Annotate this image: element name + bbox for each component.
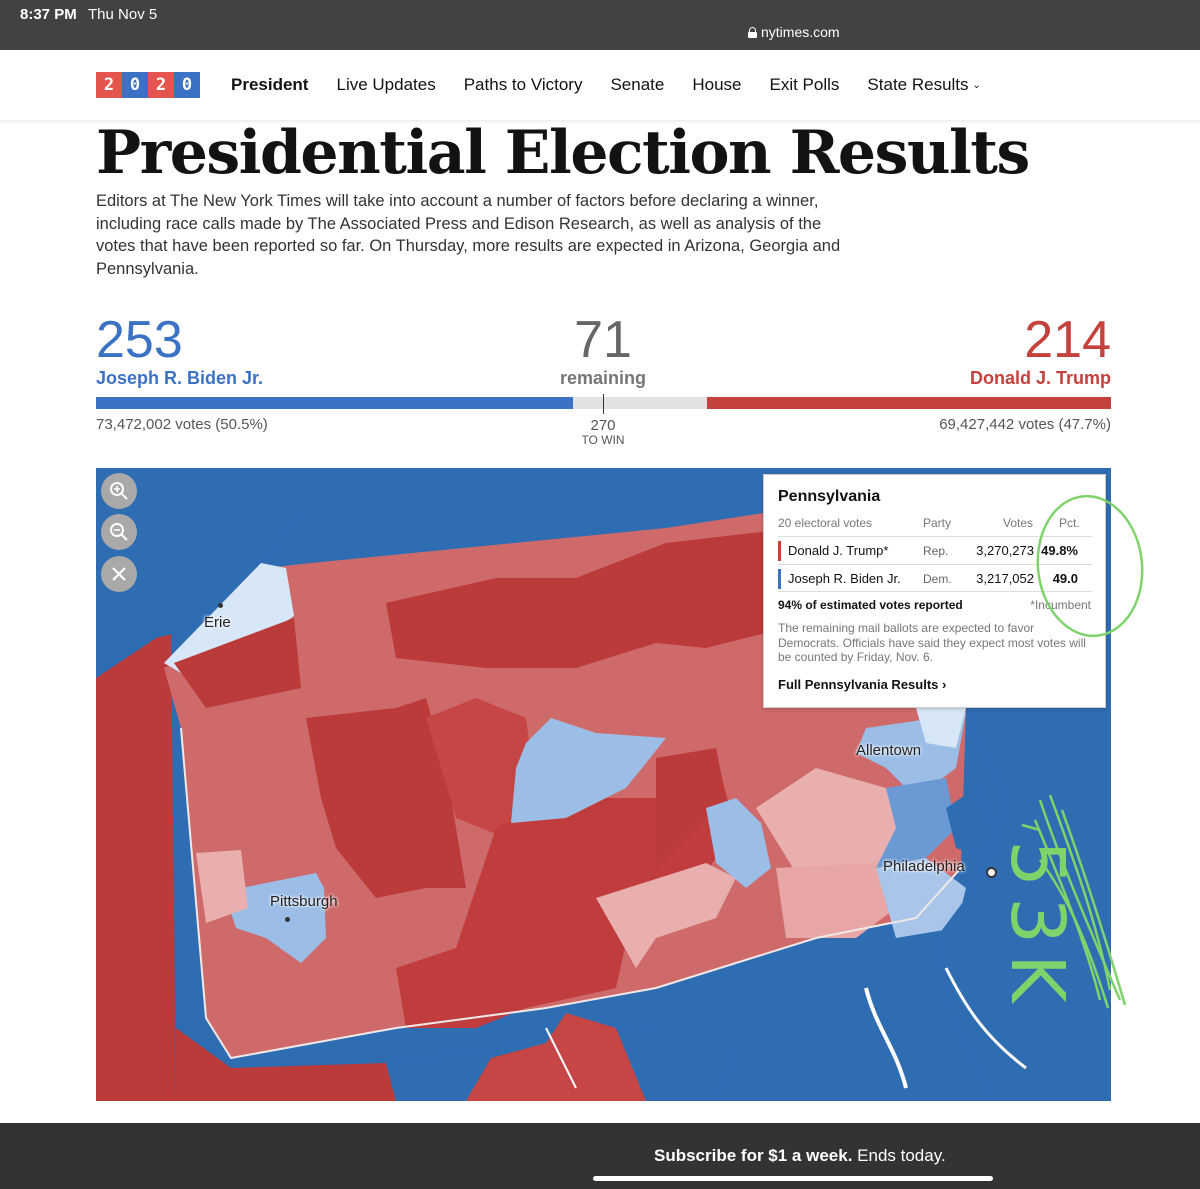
candidate-pct: 49.0 [1052,571,1078,586]
close-icon [112,567,126,581]
biden-name: Joseph R. Biden Jr. [96,368,264,388]
nav-link-senate[interactable]: Senate [610,75,665,94]
nav-link-paths-to-victory[interactable]: Paths to Victory [463,75,583,94]
candidate-votes: 3,270,273 [976,543,1034,558]
address-bar[interactable]: nytimes.com [748,24,840,40]
zoom-in-icon [110,482,128,500]
to-win-number: 270 [590,417,616,434]
home-indicator[interactable] [593,1176,993,1181]
tooltip-state-name: Pennsylvania [778,488,881,505]
candidate-pct: 49.8% [1041,543,1078,558]
trump-bar-segment [707,397,1111,409]
full-results-link[interactable]: Full Pennsylvania Results › [778,677,947,692]
erie-city-dot [218,603,223,608]
status-time: 8:37 PM [20,6,77,23]
zoom-out-button[interactable] [101,514,137,550]
to-win-label: 270 TO WIN [553,417,653,447]
map-label-pittsburgh: Pittsburgh [270,893,338,910]
incumbent-note: *Incumbent [1030,598,1091,612]
tooltip-header-votes: Votes [1003,516,1034,530]
nav-link-live-updates[interactable]: Live Updates [336,75,436,94]
nav-links: President Live Updates Paths to Victory … [231,75,1009,95]
tooltip-note: The remaining mail ballots are expected … [778,621,1086,664]
tooltip-header-party: Party [923,516,952,530]
candidate-name: Donald J. Trump* [788,543,889,558]
map-label-philadelphia: Philadelphia [883,858,965,875]
remaining-label: remaining [559,368,647,388]
table-row: Donald J. Trump* Rep. 3,270,273 49.8% [778,536,1092,563]
remaining-count: 71 [574,311,632,369]
zoom-in-button[interactable] [101,473,137,509]
reset-map-button[interactable] [101,556,137,592]
tooltip-electoral-votes: 20 electoral votes [778,516,873,530]
ios-status-bar: 8:37 PM Thu Nov 5 nytimes.com [0,0,1200,50]
election-2020-logo[interactable]: 2 0 2 0 [96,72,200,98]
state-results-label: State Results [867,75,969,94]
to-win-marker [603,394,604,414]
chevron-down-icon: ⌄ [972,80,981,91]
trump-electoral-count: 214 [1024,311,1111,369]
subscribe-text: Subscribe for $1 a week. Ends today. [654,1146,946,1166]
state-results-tooltip: Pennsylvania 20 electoral votes Party Vo… [763,474,1106,708]
table-row: Joseph R. Biden Jr. Dem. 3,217,052 49.0 [778,564,1092,592]
votes-reported: 94% of estimated votes reported [778,598,963,612]
map-label-erie: Erie [204,614,231,631]
candidate-party: Dem. [923,572,952,586]
nav-link-state-results[interactable]: State Results ⌄ [867,75,981,95]
url-text: nytimes.com [761,24,840,40]
pittsburgh-city-dot [285,917,290,922]
biden-popular-votes: 73,472,002 votes (50.5%) [96,416,268,433]
party-color-swatch [778,541,781,561]
philadelphia-city-dot [986,867,997,878]
trump-popular-votes: 69,427,442 votes (47.7%) [939,416,1111,433]
logo-digit: 0 [174,72,200,98]
tooltip-header-pct: Pct. [1059,516,1080,530]
intro-paragraph: Editors at The New York Times will take … [96,192,841,278]
logo-digit: 2 [96,72,122,98]
annotation-53k: 53K [994,840,1080,1013]
candidate-votes: 3,217,052 [976,571,1034,586]
to-win-text: TO WIN [581,433,625,447]
status-date: Thu Nov 5 [88,6,158,23]
top-navigation: 2 0 2 0 President Live Updates Paths to … [0,50,1200,120]
lock-icon [748,27,757,38]
biden-bar-segment [96,397,574,409]
zoom-out-icon [110,523,128,541]
county-map-svg [96,468,1111,1101]
candidate-name: Joseph R. Biden Jr. [788,571,901,586]
nav-link-house[interactable]: House [692,75,742,94]
pennsylvania-county-map[interactable] [96,468,1111,1101]
subscribe-offer: Subscribe for $1 a week. [654,1146,853,1165]
subscribe-deadline: Ends today. [852,1146,946,1165]
page-title: Presidential Election Results [96,118,1030,188]
candidate-party: Rep. [923,544,949,558]
logo-digit: 0 [122,72,148,98]
biden-electoral-count: 253 [96,311,183,369]
nav-link-president[interactable]: President [231,75,309,94]
logo-digit: 2 [148,72,174,98]
trump-name: Donald J. Trump [969,368,1111,388]
nav-link-exit-polls[interactable]: Exit Polls [769,75,840,94]
map-label-allentown: Allentown [856,742,922,759]
party-color-swatch [778,569,781,589]
